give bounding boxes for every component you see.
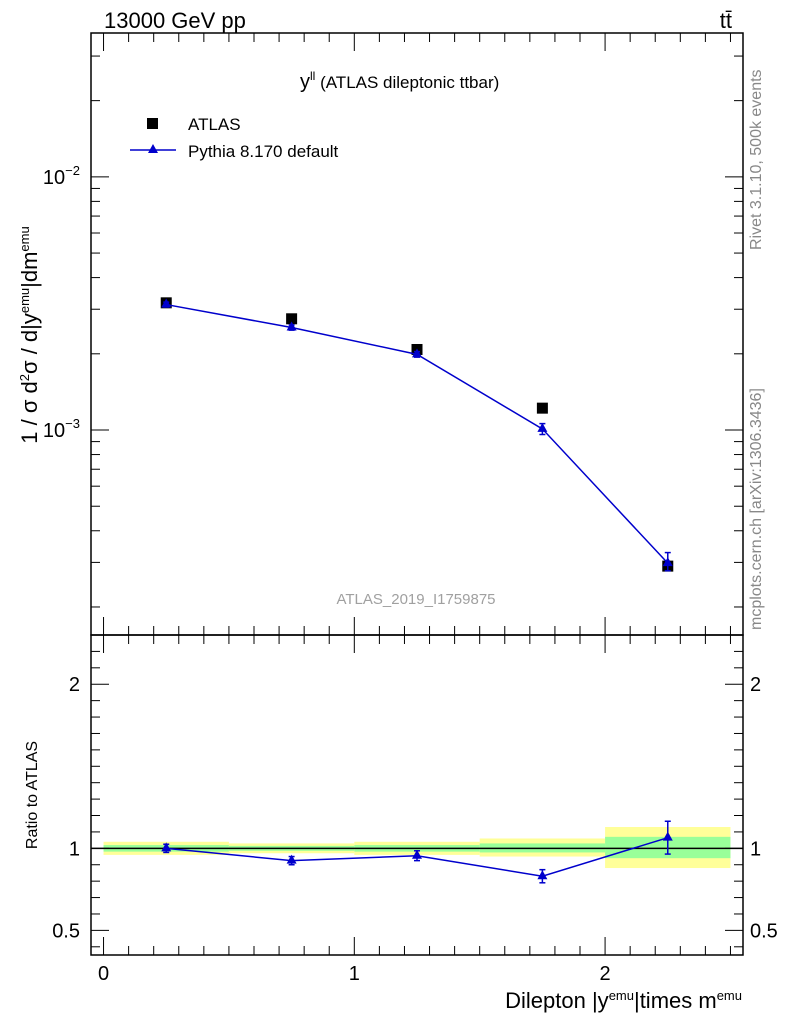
plot-title-sup: ll	[310, 69, 315, 83]
ratio-x-tick-label: 2	[600, 963, 611, 985]
atlas-point	[286, 313, 298, 325]
xlabel: Dilepton |yemu|times memu	[505, 988, 742, 1013]
ratio-pythia-point	[286, 854, 297, 864]
main-y-tick-label: 10−2	[43, 163, 80, 189]
ratio-y-tick-label-right: 0.5	[750, 920, 778, 942]
ratio-y-tick-label: 2	[69, 674, 80, 696]
plot-title-y: y	[300, 71, 310, 93]
analysis-id: ATLAS_2019_I1759875	[336, 591, 495, 608]
ylabel-main: 1 / σ d2σ / d|yemu|dmemu	[17, 226, 42, 443]
main-panel: 10−3 10−2	[43, 33, 743, 635]
plot-title: yll (ATLAS dileptonic ttbar)	[300, 69, 499, 93]
pythia-line	[166, 303, 669, 564]
pythia-point	[412, 348, 422, 358]
rivet-label: Rivet 3.1.10, 500k events	[748, 69, 765, 250]
mcplots-label: mcplots.cern.ch [arXiv:1306.3436]	[748, 388, 765, 630]
legend-atlas-label: ATLAS	[188, 115, 241, 134]
ratio-panel: 0 1 2 0.5 0.5 1 1 2 2	[52, 634, 778, 985]
legend-pythia-label: Pythia 8.170 default	[188, 142, 339, 161]
ylabel-ratio: Ratio to ATLAS	[24, 741, 41, 849]
ratio-y-tick-label: 0.5	[52, 920, 80, 942]
ratio-y-tick-label: 1	[69, 838, 80, 860]
plot-title-rest: (ATLAS dileptonic ttbar)	[315, 73, 499, 92]
legend: ATLAS Pythia 8.170 default	[130, 115, 339, 161]
ratio-pythia-point	[412, 849, 422, 859]
ratio-y-tick-label-right: 2	[750, 674, 761, 696]
pythia-point	[161, 298, 172, 308]
pythia-point	[662, 557, 673, 567]
atlas-point	[536, 402, 548, 414]
legend-atlas-marker	[147, 118, 158, 129]
pythia-point	[537, 422, 548, 432]
ratio-pythia-point	[662, 831, 673, 841]
header-energy: 13000 GeV pp	[104, 8, 246, 33]
ratio-pythia-point	[161, 842, 172, 852]
ratio-pythia-point	[537, 870, 548, 880]
ratio-frame	[90, 634, 744, 956]
legend-pythia-marker	[148, 144, 158, 153]
ratio-x-tick-label: 1	[349, 963, 360, 985]
ratio-y-tick-label-right: 1	[750, 838, 761, 860]
pythia-point	[286, 321, 297, 331]
ratio-x-tick-label: 0	[98, 963, 109, 985]
main-y-tick-label: 10−3	[43, 416, 80, 442]
header-process: tt̄	[720, 8, 732, 33]
